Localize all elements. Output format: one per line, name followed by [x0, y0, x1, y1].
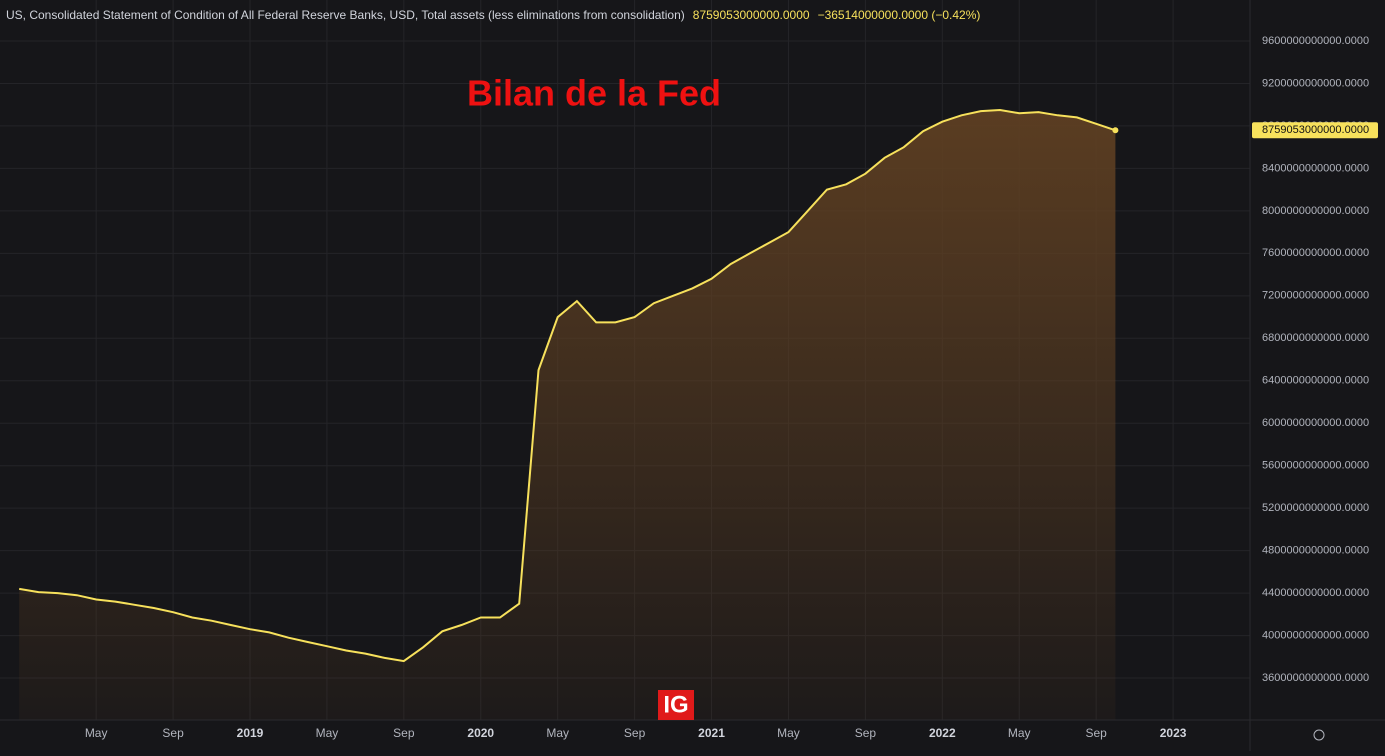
x-tick-label: May	[546, 726, 569, 740]
y-tick-label: 6000000000000.0000	[1262, 417, 1369, 429]
y-tick-label: 6400000000000.0000	[1262, 375, 1369, 387]
y-tick-label: 9600000000000.0000	[1262, 35, 1369, 47]
y-tick-label: 5200000000000.0000	[1262, 502, 1369, 514]
x-tick-label: 2021	[698, 726, 725, 740]
x-tick-label: 2023	[1160, 726, 1187, 740]
chart-title: US, Consolidated Statement of Condition …	[6, 8, 685, 22]
x-tick-label: May	[777, 726, 800, 740]
y-tick-label: 9200000000000.0000	[1262, 77, 1369, 89]
area	[19, 110, 1116, 720]
x-tick-label: May	[85, 726, 108, 740]
x-tick-label: Sep	[855, 726, 877, 740]
change: −36514000000.0000 (−0.42%)	[818, 8, 981, 22]
y-tick-label: 3600000000000.0000	[1262, 672, 1369, 684]
x-tick-label: Sep	[393, 726, 415, 740]
x-tick-label: May	[316, 726, 339, 740]
price-tag-label: 8759053000000.0000	[1262, 124, 1369, 136]
line	[19, 108, 1116, 663]
logo: IG	[663, 691, 688, 718]
x-tick-label: May	[1008, 726, 1031, 740]
y-tick-label: 7200000000000.0000	[1262, 290, 1369, 302]
y-tick-label: 8000000000000.0000	[1262, 205, 1369, 217]
logo-box	[658, 690, 694, 720]
x-tick-label: Sep	[162, 726, 184, 740]
y-tick-label: 7600000000000.0000	[1262, 247, 1369, 259]
x-tick-label: 2022	[929, 726, 956, 740]
settings-icon[interactable]	[1313, 729, 1325, 741]
last-value: 8759053000000.0000	[693, 8, 810, 22]
x-tick-label: 2020	[467, 726, 494, 740]
last-point	[1112, 127, 1119, 134]
y-tick-label: 4400000000000.0000	[1262, 587, 1369, 599]
y-tick-label: 4000000000000.0000	[1262, 629, 1369, 641]
x-tick-label: 2019	[237, 726, 264, 740]
price-tag	[1252, 122, 1378, 139]
y-tick-label: 8400000000000.0000	[1262, 162, 1369, 174]
y-tick-label: 4800000000000.0000	[1262, 545, 1369, 557]
x-tick-label: Sep	[624, 726, 646, 740]
y-tick-label: 6800000000000.0000	[1262, 332, 1369, 344]
annotation: Bilan de la Fed	[467, 73, 721, 114]
y-tick-label: 5600000000000.0000	[1262, 460, 1369, 472]
x-tick-label: Sep	[1085, 726, 1107, 740]
